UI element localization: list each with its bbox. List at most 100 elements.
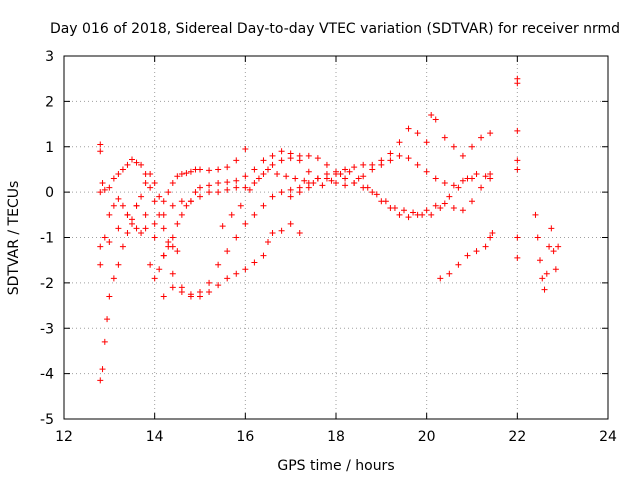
data-point <box>97 261 104 268</box>
data-point <box>369 166 376 173</box>
data-point <box>464 252 471 259</box>
data-point <box>119 166 126 173</box>
data-point <box>138 229 145 236</box>
data-point <box>292 175 299 182</box>
data-point <box>391 205 398 212</box>
data-point <box>396 152 403 159</box>
data-point <box>287 220 294 227</box>
data-point <box>355 175 362 182</box>
data-point <box>539 275 546 282</box>
data-point <box>314 155 321 162</box>
series-track-6 <box>160 111 494 300</box>
data-point <box>373 191 380 198</box>
data-point <box>215 261 222 268</box>
data-point <box>469 198 475 205</box>
data-point <box>482 173 489 180</box>
data-point <box>197 288 203 295</box>
data-point <box>378 161 385 168</box>
data-point <box>101 186 108 193</box>
data-point <box>487 234 494 241</box>
chart-title: Day 016 of 2018, Sidereal Day-to-day VTE… <box>50 21 620 37</box>
data-point <box>514 254 521 261</box>
x-tick-label: 14 <box>146 429 164 445</box>
data-point <box>233 234 240 241</box>
data-point <box>450 182 457 189</box>
data-point <box>187 198 194 205</box>
data-point <box>423 168 430 175</box>
x-axis-label: GPS time / hours <box>277 458 394 474</box>
data-point <box>174 248 181 255</box>
data-point <box>99 366 106 373</box>
series-track-9 <box>437 229 496 282</box>
data-point <box>414 161 421 168</box>
data-point <box>101 338 108 345</box>
data-point <box>469 175 475 182</box>
data-point <box>410 209 417 216</box>
data-point <box>119 202 126 209</box>
data-point <box>432 202 439 209</box>
data-point <box>97 141 104 148</box>
data-point <box>274 170 281 177</box>
data-point <box>156 266 163 273</box>
data-point <box>124 211 131 218</box>
data-point <box>287 193 294 200</box>
data-point <box>224 186 231 193</box>
data-point <box>278 227 285 234</box>
data-point <box>197 193 203 200</box>
data-point <box>333 168 339 175</box>
data-point <box>178 170 185 177</box>
data-point <box>251 166 258 173</box>
data-point <box>278 189 285 196</box>
series-track-7 <box>219 166 494 230</box>
data-point <box>224 179 231 186</box>
data-point <box>215 166 222 173</box>
data-point <box>106 184 113 191</box>
y-tick-label: -3 <box>40 321 54 337</box>
data-point <box>428 211 435 218</box>
data-point <box>473 170 480 177</box>
data-point <box>364 184 371 191</box>
data-point <box>437 275 444 282</box>
data-point <box>269 193 276 200</box>
data-point <box>314 175 321 182</box>
data-point <box>351 180 358 187</box>
x-tick-label: 24 <box>599 429 617 445</box>
data-points <box>97 75 562 384</box>
y-tick-label: 0 <box>45 185 54 201</box>
data-point <box>489 229 496 236</box>
data-point <box>459 207 466 214</box>
data-point <box>473 248 480 255</box>
data-point <box>110 202 117 209</box>
data-point <box>405 125 412 132</box>
data-point <box>138 193 145 200</box>
data-point <box>138 161 145 168</box>
data-point <box>147 184 154 191</box>
data-point <box>342 175 349 182</box>
data-point <box>260 157 267 164</box>
data-point <box>206 167 213 174</box>
data-point <box>323 161 330 168</box>
data-point <box>160 211 167 218</box>
data-point <box>405 214 412 221</box>
x-tick-label: 16 <box>236 429 254 445</box>
data-point <box>537 257 543 264</box>
data-point <box>396 211 403 218</box>
data-point <box>260 252 267 259</box>
data-point <box>419 211 426 218</box>
y-tick-label: -5 <box>40 412 54 428</box>
data-point <box>215 282 222 289</box>
data-point <box>514 166 521 173</box>
y-tick-label: -2 <box>40 276 54 292</box>
data-point <box>215 180 222 187</box>
y-tick-label: 3 <box>45 49 54 65</box>
data-point <box>147 261 154 268</box>
data-point <box>514 157 521 164</box>
y-tick-labels: -5 -4 -3 -2 -1 0 1 2 3 <box>40 49 54 428</box>
data-point <box>333 180 339 187</box>
data-point <box>487 130 494 137</box>
data-point <box>174 173 181 180</box>
data-point <box>305 184 312 191</box>
data-point <box>346 168 353 175</box>
data-point <box>133 202 140 209</box>
